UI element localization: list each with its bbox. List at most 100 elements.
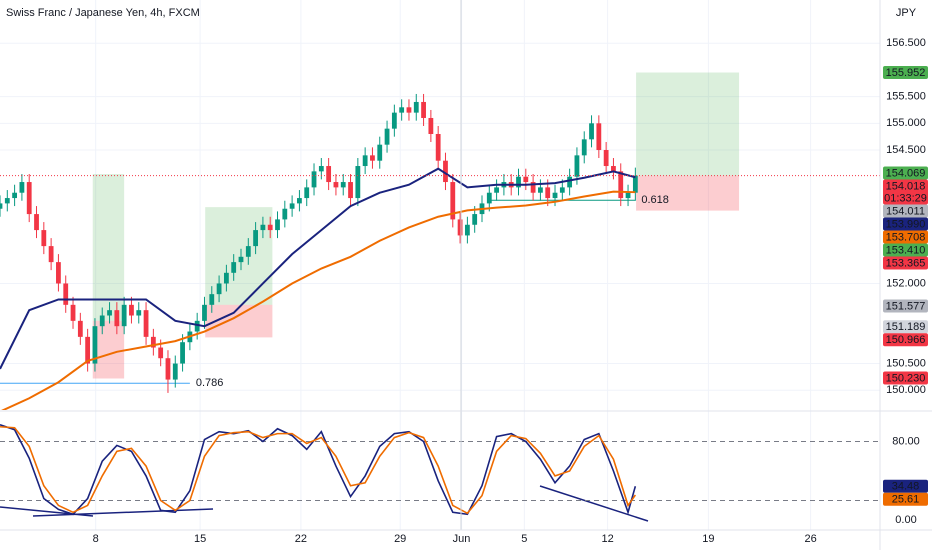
price-tag	[883, 320, 928, 334]
x-tick-label: 22	[295, 533, 307, 545]
candle-body	[428, 117, 434, 134]
candle-body	[362, 155, 368, 167]
candle-body	[223, 272, 229, 284]
candle-body	[48, 246, 54, 263]
y-tick-label: 154.500	[886, 144, 926, 156]
candle-body	[625, 192, 631, 199]
candle-body	[158, 347, 164, 359]
price-tag	[883, 243, 928, 257]
y-tick-label: 80.00	[892, 435, 920, 447]
candle-body	[289, 203, 295, 209]
candle-body	[136, 310, 142, 316]
candle-body	[406, 107, 412, 113]
stoch-line	[0, 424, 637, 516]
position-target	[205, 207, 273, 305]
candle-body	[253, 230, 259, 247]
candle-body	[63, 283, 69, 305]
candle-body	[282, 208, 288, 220]
candle-body	[559, 187, 565, 193]
candle-body	[370, 155, 375, 161]
candle-body	[348, 182, 353, 199]
y-tick-label: 0.00	[895, 514, 916, 526]
candle-body	[523, 176, 529, 183]
candle-body	[209, 294, 215, 305]
price-tag	[883, 217, 928, 231]
price-tag	[883, 65, 928, 79]
moving-average	[1, 190, 636, 410]
price-tag-label: 34.48	[892, 481, 920, 493]
candle-body	[333, 182, 339, 188]
price-tag	[883, 371, 928, 385]
candle-body	[443, 160, 448, 183]
candle-body	[238, 256, 244, 263]
candle-body	[399, 107, 405, 113]
candle-body	[19, 182, 25, 193]
stoch-line	[0, 425, 637, 515]
price-tag-label: 155.952	[886, 67, 926, 79]
y-tick-label: 150.000	[886, 384, 926, 396]
price-tag	[883, 256, 928, 270]
candle-body	[202, 304, 207, 321]
axes: 8 15 22 29 Jun 5 12 19 26 156.500 155.500 155.000 15…	[93, 37, 928, 545]
y-tick-label: 155.000	[886, 117, 926, 129]
candle-body	[245, 246, 251, 257]
price-tag	[883, 299, 928, 313]
trend-line	[32, 508, 214, 517]
fib-label: 0.786	[196, 377, 224, 389]
candle-body	[143, 310, 149, 337]
price-tag	[883, 492, 928, 506]
candle-body	[304, 187, 310, 199]
x-tick-label: 12	[601, 533, 613, 545]
candle-body	[150, 336, 156, 348]
trend-line	[539, 485, 649, 522]
candle-body	[231, 262, 237, 273]
candle-body	[581, 139, 587, 156]
price-tag-label: 150.230	[886, 372, 926, 384]
candle-body	[107, 310, 112, 316]
position-target	[92, 174, 125, 321]
oscillator-pane	[0, 424, 880, 522]
moving-average	[0, 167, 636, 370]
candle-body	[70, 304, 76, 321]
candle-body	[85, 336, 91, 364]
candle-body	[516, 176, 521, 188]
price-tag-label: 153.990	[886, 218, 926, 230]
candle-body	[552, 192, 558, 199]
fib-label: 0.618	[641, 194, 669, 206]
price-tag-label: 154.069	[886, 167, 926, 179]
countdown: 01:33:29	[884, 192, 927, 204]
candle-body	[464, 224, 470, 236]
price-tag	[883, 333, 928, 347]
x-tick-label: 19	[702, 533, 714, 545]
price-tag	[883, 479, 928, 493]
price-tag-label: 150.966	[886, 334, 926, 346]
position-target	[636, 72, 740, 176]
candle-body	[121, 304, 127, 327]
candle-body	[0, 203, 3, 209]
price-tag-label: 151.189	[886, 321, 926, 333]
candle-body	[99, 315, 105, 327]
candle-body	[611, 166, 616, 172]
candle-body	[56, 262, 61, 284]
candle-body	[567, 176, 573, 188]
candle-body	[435, 133, 441, 161]
candle-body	[377, 144, 383, 161]
x-tick-label: 8	[93, 533, 99, 545]
y-tick-label: 156.500	[886, 37, 926, 49]
candle-body	[355, 166, 361, 199]
candle-body	[545, 187, 551, 199]
candle-body	[472, 214, 478, 225]
position-stop	[636, 175, 740, 211]
candle-body	[326, 166, 332, 183]
candle-body	[114, 310, 120, 327]
price-tag-label: 154.011	[886, 205, 925, 217]
price-tag	[883, 230, 928, 244]
price-tag-label: 153.708	[886, 231, 926, 243]
candle-body	[384, 128, 390, 145]
candle-body	[275, 219, 280, 231]
x-tick-label: 29	[394, 533, 406, 545]
candle-body	[530, 182, 536, 193]
candle-body	[494, 187, 499, 193]
candle-body	[632, 175, 638, 193]
candle-body	[450, 182, 456, 220]
